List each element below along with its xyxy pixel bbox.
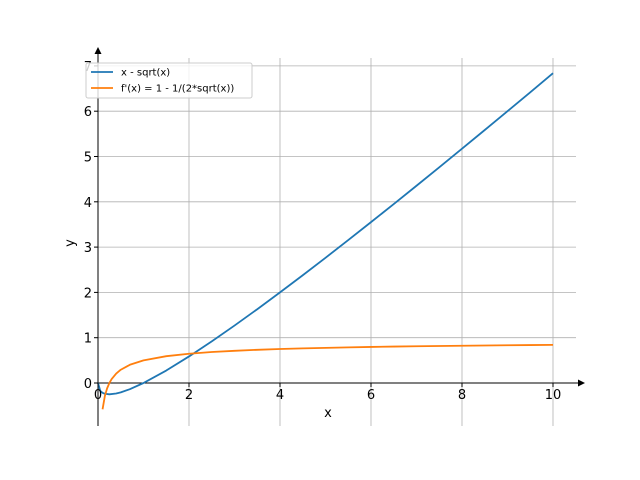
legend-frame [85,62,253,99]
x-tick-label: 8 [458,388,466,403]
y-axis-label: y [63,239,78,247]
axes [94,47,585,426]
y-tick-label: 6 [84,105,92,120]
series-line-2 [101,343,554,410]
legend-label-series-2: f'(x) = 1 - 1/(2*sqrt(x)) [121,84,234,95]
y-tick-label: 0 [84,377,92,392]
y-tick-label: 2 [84,286,92,301]
y-tick-label: 4 [84,196,92,211]
x-tick-label: 2 [185,388,193,403]
y-tick-label: 3 [84,241,92,256]
x-tick-label: 10 [545,388,562,403]
x-tick-label: 6 [367,388,375,403]
series-group [97,72,554,410]
x-tick-label: 0 [94,388,102,403]
x-axis-arrow [578,379,585,387]
legend: x - sqrt(x) f'(x) = 1 - 1/(2*sqrt(x)) [85,62,253,99]
y-tick-label: 5 [84,151,92,166]
y-tick-label: 1 [84,332,92,347]
x-axis-label: x [324,406,332,421]
y-axis-arrow [94,47,102,54]
series-line-1 [97,72,554,396]
x-tick-label: 4 [276,388,284,403]
legend-label-series-1: x - sqrt(x) [121,68,170,79]
